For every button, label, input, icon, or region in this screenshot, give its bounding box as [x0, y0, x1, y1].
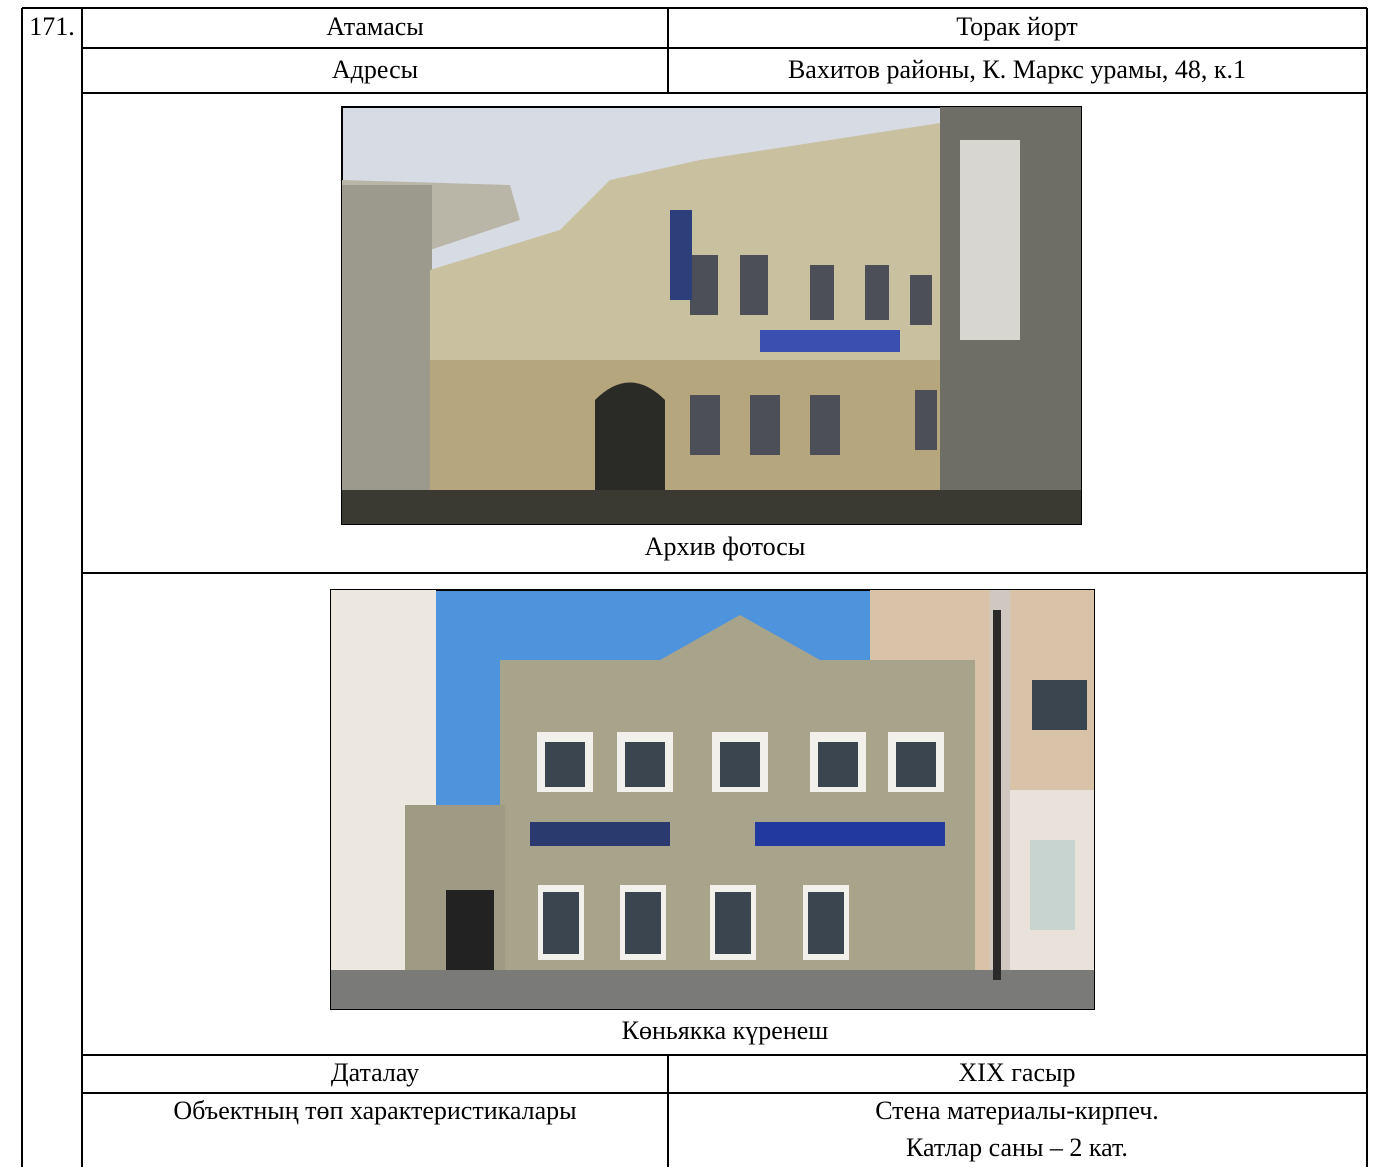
- table-borders: [21, 7, 1368, 1167]
- row-number: 171.: [29, 12, 75, 41]
- label-cell: Атамасы: [326, 12, 424, 41]
- value-cell: Торак йорт: [956, 12, 1078, 41]
- archive-photo: [341, 106, 1082, 525]
- value-cell: Стена материалы-кирпеч.: [875, 1096, 1159, 1125]
- photo-caption: Көньякка күренеш: [622, 1016, 829, 1045]
- current-photo: [330, 589, 1095, 1010]
- value-cell: Вахитов районы, К. Маркс урамы, 48, к.1: [788, 55, 1246, 84]
- label-cell: Объектның төп характеристикалары: [173, 1096, 576, 1125]
- label-cell: Даталау: [331, 1058, 419, 1087]
- photo-caption: Архив фотосы: [645, 532, 806, 561]
- value-cell: Катлар саны – 2 кат.: [906, 1133, 1128, 1162]
- label-cell: Адресы: [332, 55, 418, 84]
- value-cell: XIX гасыр: [959, 1058, 1076, 1087]
